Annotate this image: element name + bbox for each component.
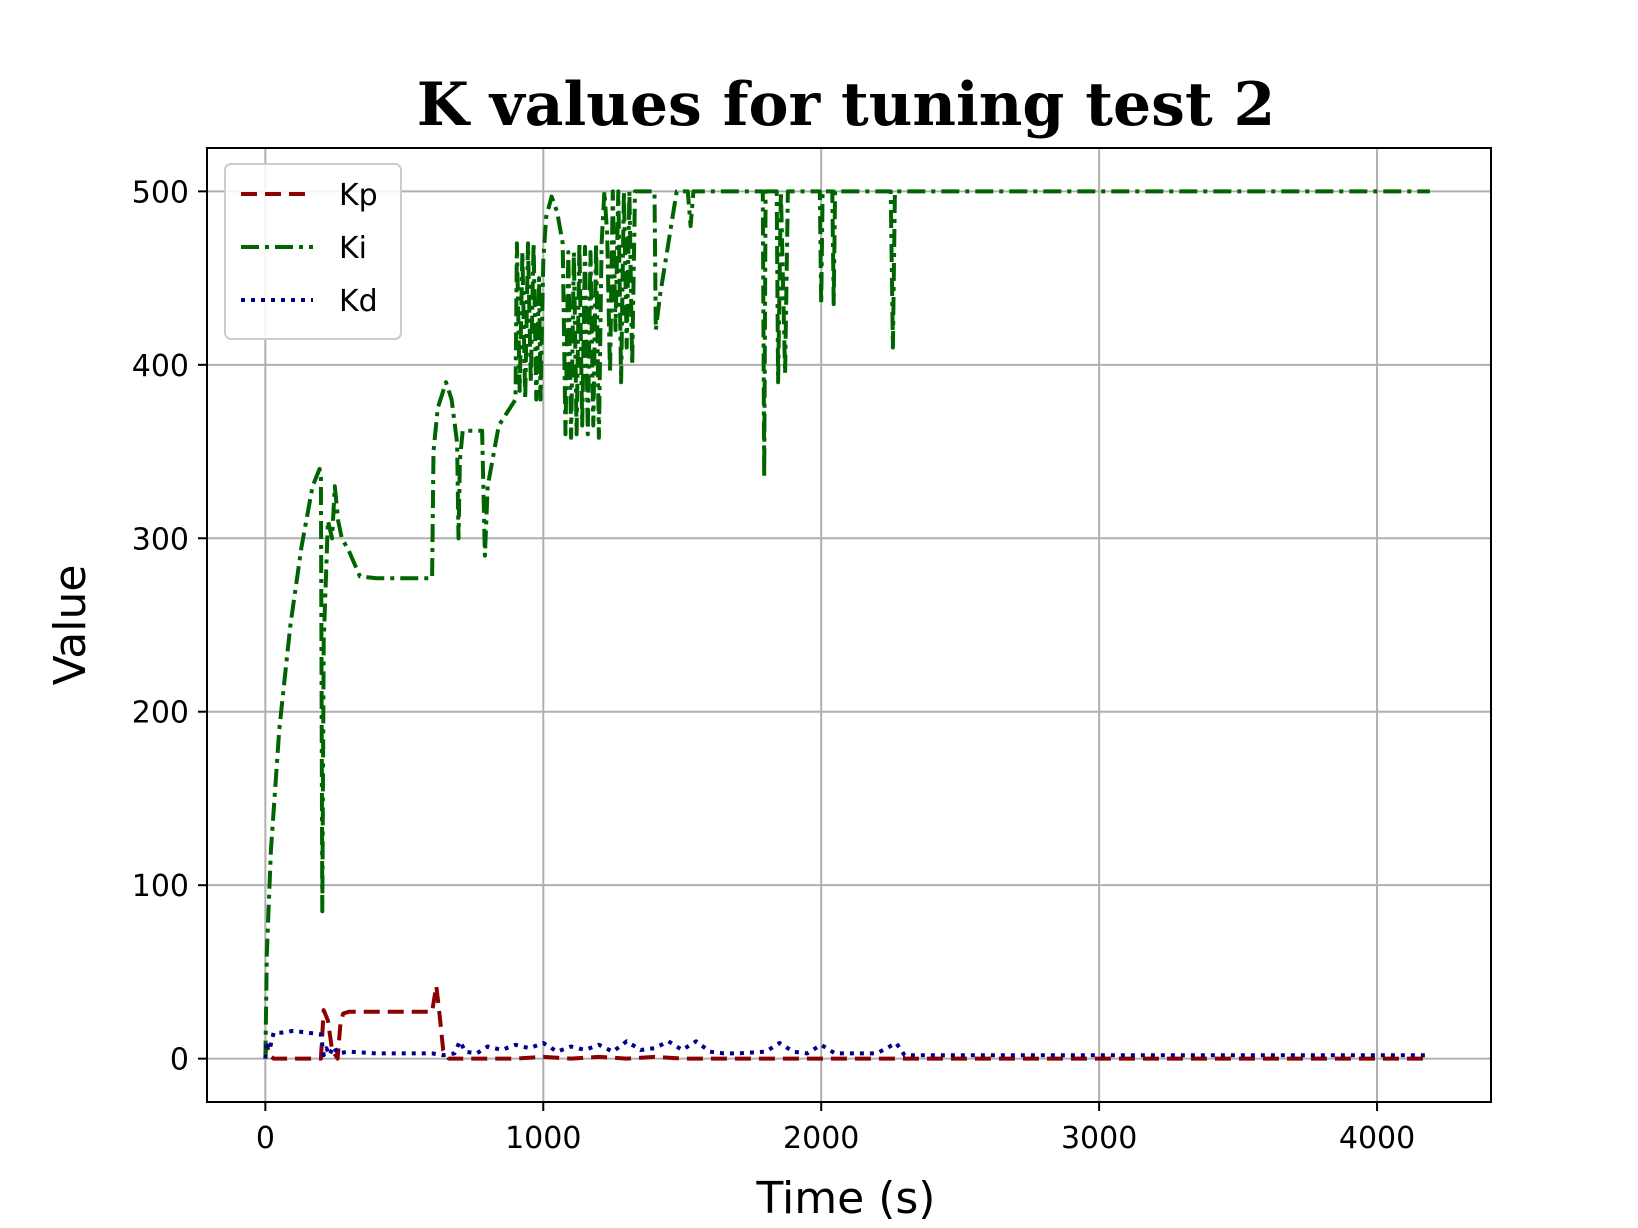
plot-area-frame — [206, 147, 1492, 1103]
legend-box — [224, 163, 402, 340]
y-tick-label: 100 — [132, 869, 189, 904]
y-axis-ticks: 0 100 200 300 400 500 — [132, 175, 207, 1078]
x-tick-label: 4000 — [1339, 1121, 1415, 1156]
legend: Kp Ki Kd — [224, 163, 402, 340]
series-line-kd — [263, 1028, 1430, 1059]
y-axis-label: Value — [45, 565, 96, 686]
x-axis-ticks: 0 1000 2000 3000 4000 — [256, 1102, 1415, 1156]
x-tick-label: 0 — [256, 1121, 275, 1156]
y-tick-label: 300 — [132, 522, 189, 557]
x-axis-label: Time (s) — [756, 1173, 936, 1224]
legend-label-kd: Kd — [339, 284, 378, 319]
legend-label-ki: Ki — [339, 231, 367, 266]
series-line-ki — [263, 189, 1430, 1059]
x-tick-label: 3000 — [1061, 1121, 1137, 1156]
x-tick-label: 2000 — [783, 1121, 859, 1156]
y-tick-label: 0 — [170, 1043, 189, 1078]
y-tick-label: 400 — [132, 349, 189, 384]
y-tick-label: 200 — [132, 696, 189, 731]
chart-title: K values for tuning test 2 — [417, 70, 1276, 140]
x-tick-label: 1000 — [505, 1121, 581, 1156]
plot-series — [263, 189, 1430, 1061]
y-tick-label: 500 — [132, 175, 189, 210]
legend-label-kp: Kp — [339, 178, 378, 213]
